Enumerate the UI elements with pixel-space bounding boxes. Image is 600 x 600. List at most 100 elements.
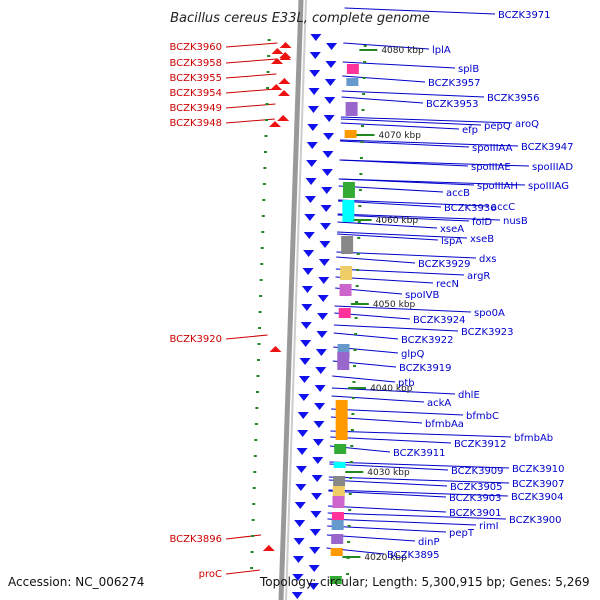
feature-block (329, 576, 342, 584)
reverse-gene-arrow (319, 241, 331, 248)
reverse-gene-arrow (317, 313, 329, 320)
reverse-gene-arrow (311, 475, 323, 482)
feature-block (346, 64, 359, 74)
reverse-gene-arrow (323, 133, 335, 140)
right-gene-label: ptb (398, 378, 415, 389)
right-gene-label: accB (446, 188, 470, 199)
leader-lines (225, 7, 530, 575)
reverse-gene-arrow (314, 385, 326, 392)
topology-text: Topology: circular; Length: 5,300,915 bp… (259, 575, 590, 589)
feature-block (331, 534, 344, 544)
genome-title: Bacillus cereus E33L, complete genome (170, 11, 430, 26)
right-gene-label: pepQ (484, 121, 511, 132)
reverse-gene-arrow (299, 358, 311, 365)
reverse-gene-arrow (310, 511, 322, 518)
kbp-label: 4080 kbp (381, 46, 424, 56)
reverse-gene-arrow (300, 340, 312, 347)
feature-block (330, 548, 343, 556)
right-gene-label: spo0A (474, 308, 505, 319)
left-leader-line (225, 42, 278, 48)
forward-gene-arrow (278, 78, 291, 84)
right-gene-label: BCZK3924 (413, 315, 466, 326)
right-gene-label: accC (491, 202, 515, 213)
reverse-gene-arrow (307, 106, 319, 113)
reverse-gene-arrow (309, 529, 321, 536)
feature-block (331, 520, 344, 530)
reverse-gene-arrow (324, 79, 336, 86)
right-gene-label: BCZK3911 (393, 448, 446, 459)
right-leader-line (340, 139, 519, 147)
right-gene-label: dinP (418, 537, 440, 548)
reverse-gene-arrow (320, 223, 332, 230)
reverse-gene-arrow (291, 592, 303, 599)
reverse-gene-arrow (303, 250, 315, 257)
right-leader-line (332, 375, 396, 383)
right-gene-label: BCZK3936 (444, 203, 497, 214)
right-gene-label: BCZK3895 (387, 550, 440, 561)
right-leader-line (340, 118, 482, 126)
right-gene-label: BCZK3910 (512, 464, 565, 475)
feature-block (334, 444, 347, 454)
right-leader-line (341, 90, 485, 98)
right-gene-label: BCZK3957 (428, 78, 481, 89)
gene-labels: 4080 kbp 4070 kbp 4060 kbp 4050 kbp 4040 kbp… (169, 10, 573, 580)
right-gene-label: lplA (432, 45, 451, 56)
left-leader-line (225, 334, 268, 340)
feature-block (342, 182, 355, 198)
reverse-gene-arrow (313, 421, 325, 428)
feature-block (332, 496, 345, 508)
right-gene-label: dhlE (458, 390, 480, 401)
right-gene-label: BCZK3929 (418, 259, 471, 270)
forward-gene-arrow (279, 42, 292, 48)
reverse-gene-arrow (304, 196, 316, 203)
right-leader-line (340, 122, 460, 130)
reverse-gene-arrow (321, 187, 333, 194)
right-leader-line (334, 305, 472, 313)
forward-gene-arrow (278, 90, 290, 96)
right-gene-label: spoIIIAH (477, 181, 518, 192)
left-gene-label: BCZK3955 (169, 73, 222, 84)
reverse-gene-arrow (326, 43, 338, 50)
right-gene-label: dxs (479, 254, 496, 265)
right-gene-label: spoIIIAD (532, 162, 573, 173)
right-gene-label: xseA (440, 224, 464, 235)
right-gene-label: bfmbC (466, 411, 499, 422)
right-gene-label: BCZK3912 (454, 439, 507, 450)
forward-gene-arrow (271, 48, 284, 54)
reverse-gene-arrow (301, 286, 313, 293)
right-leader-line (337, 213, 501, 221)
feature-block (346, 78, 359, 86)
forward-gene-arrow (262, 545, 275, 551)
right-leader-line (333, 332, 399, 340)
backbone-strand (278, 0, 304, 600)
reverse-gene-arrow (312, 439, 324, 446)
reverse-gene-arrow (315, 367, 327, 374)
right-leader-line (338, 199, 489, 207)
reverse-gene-arrow (294, 502, 306, 509)
left-gene-label: BCZK3920 (169, 334, 222, 345)
reverse-gene-arrow (303, 232, 315, 239)
right-leader-line (333, 324, 459, 332)
feature-block (340, 266, 353, 280)
strand-backbone (250, 0, 367, 600)
left-gene-label: proC (199, 569, 222, 580)
backbone-highlight (285, 0, 307, 600)
right-gene-label: spoIIIAG (528, 181, 569, 192)
right-leader-line (329, 463, 449, 471)
left-gene-label: BCZK3896 (169, 534, 222, 545)
right-gene-label: BCZK3907 (512, 479, 565, 490)
right-gene-label: lspA (441, 236, 462, 247)
right-gene-label: bfmbAb (514, 433, 553, 444)
reverse-gene-arrow (305, 178, 317, 185)
reverse-gene-arrow (293, 538, 305, 545)
left-leader-line (225, 73, 277, 79)
reverse-gene-arrow (321, 169, 333, 176)
right-gene-label: BCZK3923 (461, 327, 514, 338)
left-gene-label: BCZK3960 (169, 42, 222, 53)
left-leader-line (225, 534, 262, 540)
reverse-gene-arrow (296, 448, 308, 455)
right-leader-line (336, 256, 416, 264)
reverse-gene-arrow (309, 70, 321, 77)
reverse-gene-arrow (300, 322, 312, 329)
